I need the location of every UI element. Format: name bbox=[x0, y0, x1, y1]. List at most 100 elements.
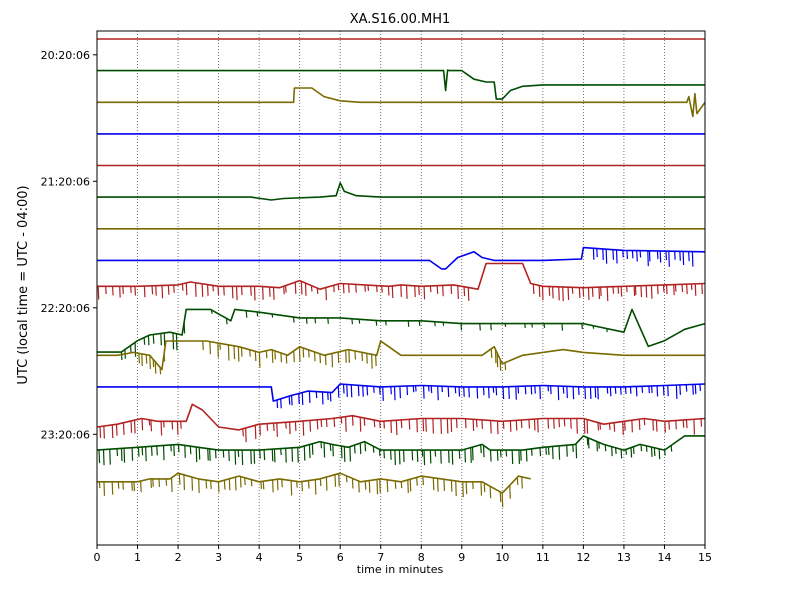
trace-spike bbox=[325, 287, 327, 301]
trace-spike bbox=[120, 351, 123, 360]
trace-spike bbox=[300, 281, 303, 295]
trace-spike bbox=[400, 419, 403, 428]
trace-spike bbox=[223, 286, 225, 296]
trace-spike bbox=[337, 385, 340, 398]
trace-spike bbox=[150, 478, 152, 488]
trace-spike bbox=[115, 424, 118, 436]
trace-spike bbox=[379, 421, 381, 429]
trace-spike bbox=[570, 418, 572, 429]
trace-spike bbox=[667, 385, 669, 397]
trace-spike bbox=[502, 386, 505, 400]
trace-spike bbox=[561, 323, 564, 331]
trace-spike bbox=[638, 419, 641, 431]
trace-spike bbox=[418, 320, 421, 326]
trace-spike bbox=[422, 385, 425, 399]
trace-spike bbox=[371, 354, 373, 369]
trace-spike bbox=[345, 475, 348, 483]
trace-spike bbox=[342, 384, 345, 394]
trace-spike bbox=[167, 285, 170, 295]
trace-spike bbox=[152, 478, 154, 487]
trace-spike bbox=[635, 386, 638, 397]
trace-spike bbox=[604, 444, 607, 452]
trace-spike bbox=[214, 449, 217, 459]
trace-spike bbox=[357, 385, 360, 397]
trace-spike bbox=[390, 450, 392, 460]
trace-spike bbox=[209, 448, 211, 461]
trace-spike bbox=[272, 479, 274, 493]
x-tick-label: 7 bbox=[377, 551, 384, 564]
trace-spike bbox=[154, 361, 157, 374]
trace-spike bbox=[675, 420, 677, 430]
trace-spike bbox=[294, 282, 297, 294]
trace-spike bbox=[137, 447, 140, 457]
trace-spike bbox=[351, 318, 354, 325]
trace-spike bbox=[499, 491, 502, 503]
trace-spike bbox=[150, 446, 153, 456]
trace-line bbox=[97, 383, 706, 402]
trace-spike bbox=[98, 449, 101, 464]
trace-spike bbox=[130, 420, 133, 433]
trace-spike bbox=[289, 422, 291, 435]
trace-spike bbox=[591, 287, 594, 297]
x-tick-label: 10 bbox=[495, 551, 509, 564]
trace-spike bbox=[694, 283, 697, 296]
trace-spike bbox=[155, 285, 157, 296]
trace-spike bbox=[161, 285, 164, 299]
trace-spike bbox=[414, 385, 417, 392]
trace-spike bbox=[160, 333, 162, 346]
trace-spike bbox=[359, 417, 362, 432]
trace-spike bbox=[600, 287, 602, 297]
x-tick-label: 5 bbox=[296, 551, 303, 564]
trace-spike bbox=[505, 450, 508, 457]
trace-spike bbox=[122, 422, 125, 435]
trace-spike bbox=[310, 285, 313, 292]
trace-spike bbox=[520, 450, 522, 461]
trace-22:35:06 bbox=[97, 340, 705, 375]
trace-spike bbox=[131, 481, 133, 491]
trace-spike bbox=[450, 418, 453, 432]
trace-spike bbox=[440, 450, 442, 464]
trace-spike bbox=[545, 446, 547, 455]
trace-spike bbox=[280, 398, 282, 409]
trace-spike bbox=[364, 481, 367, 490]
x-tick-label: 8 bbox=[418, 551, 425, 564]
trace-spike bbox=[225, 318, 228, 325]
trace-spike bbox=[437, 386, 439, 401]
trace-spike bbox=[436, 285, 439, 294]
trace-spike bbox=[609, 386, 612, 397]
trace-spike bbox=[650, 385, 653, 394]
trace-spike bbox=[259, 424, 261, 436]
trace-spike bbox=[171, 421, 174, 430]
trace-spike bbox=[533, 419, 536, 431]
trace-spike bbox=[346, 384, 348, 397]
trace-spike bbox=[143, 337, 146, 345]
trace-spike bbox=[234, 450, 237, 465]
trace-spike bbox=[302, 347, 305, 358]
trace-spike bbox=[219, 343, 221, 350]
trace-spike bbox=[337, 283, 340, 291]
trace-spike bbox=[416, 450, 419, 462]
trace-spike bbox=[597, 422, 600, 431]
trace-spike bbox=[325, 477, 328, 491]
trace-spike bbox=[381, 285, 383, 293]
trace-spike bbox=[482, 445, 485, 458]
trace-22:50:06 bbox=[97, 383, 706, 409]
trace-spike bbox=[620, 286, 623, 297]
trace-spike bbox=[532, 284, 535, 295]
trace-spike bbox=[338, 473, 340, 487]
trace-spike bbox=[454, 386, 457, 394]
trace-spike bbox=[119, 286, 121, 298]
trace-spike bbox=[109, 449, 111, 465]
trace-spike bbox=[111, 286, 114, 296]
trace-spike bbox=[643, 418, 646, 426]
trace-spike bbox=[217, 481, 220, 493]
trace-spike bbox=[133, 481, 136, 492]
trace-spike bbox=[583, 418, 586, 434]
trace-spike bbox=[489, 486, 492, 499]
trace-line bbox=[97, 69, 705, 100]
trace-spike bbox=[615, 249, 618, 264]
trace-spike bbox=[364, 441, 367, 452]
x-axis-ticks: 0 1 2 3 4 5 6 7 8 9 10 11 12 13 14 15 bbox=[94, 545, 712, 564]
trace-spike bbox=[272, 287, 275, 300]
trace-spike bbox=[351, 478, 354, 489]
